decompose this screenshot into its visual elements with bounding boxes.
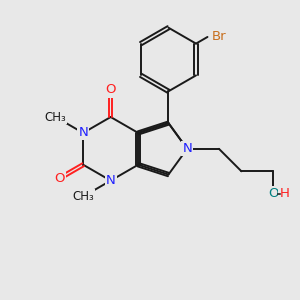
Text: O: O xyxy=(268,187,278,200)
Text: CH₃: CH₃ xyxy=(72,190,94,203)
Text: N: N xyxy=(182,142,192,155)
Text: Br: Br xyxy=(212,31,226,44)
Text: N: N xyxy=(78,126,88,140)
Text: O: O xyxy=(55,172,65,185)
Text: H: H xyxy=(280,187,290,200)
Text: CH₃: CH₃ xyxy=(45,110,67,124)
Text: N: N xyxy=(106,174,116,187)
Text: O: O xyxy=(105,83,116,97)
